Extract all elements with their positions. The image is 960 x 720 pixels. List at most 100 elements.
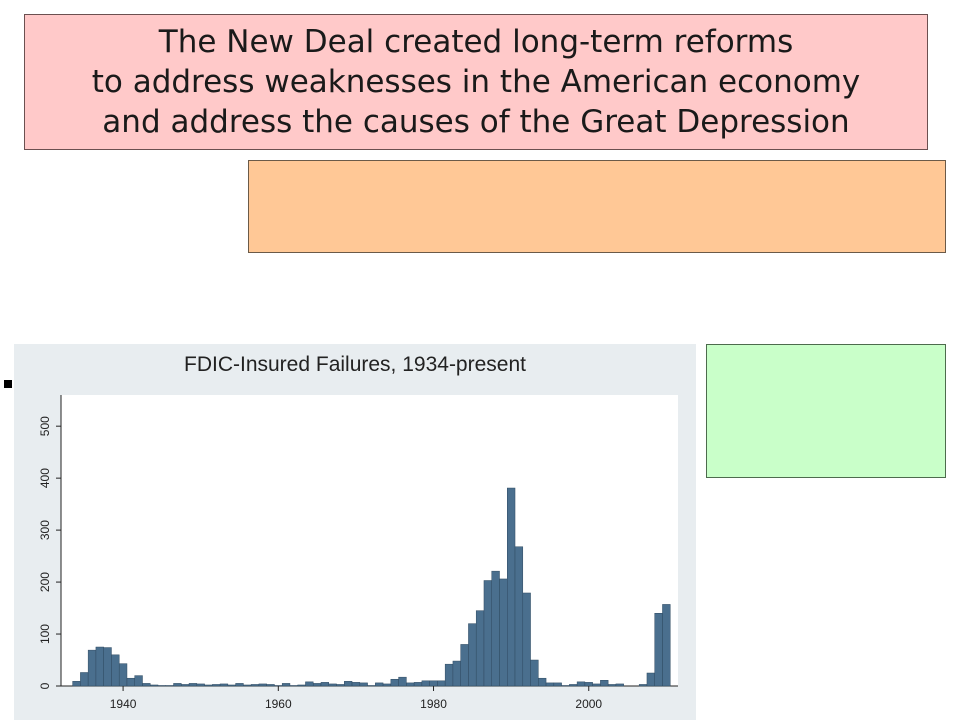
bar-1973 [375,682,384,687]
bar-1970 [351,682,361,687]
bar-1991 [514,546,524,687]
bar-1953 [219,683,229,687]
bar-1945 [157,685,167,687]
bar-1939 [111,654,120,687]
bar-1959 [266,684,275,687]
bar-1983 [452,660,461,687]
x-tick-label-2000: 2000 [575,697,602,711]
bar-1943 [142,683,151,687]
bar-1954 [227,684,236,687]
x-ticks-group: 1940 1960 1980 2000 [110,686,602,711]
slide-title-box: The New Deal created long-term reforms t… [24,14,928,150]
bar-2008 [646,672,655,687]
bar-1944 [150,684,159,687]
bar-2007 [638,684,648,687]
y-tick-label-200: 200 [38,572,52,592]
slide-title-line-2: to address weaknesses in the American ec… [91,64,861,100]
bar-1987 [483,580,492,687]
bar-1967 [328,683,337,687]
bar-1996 [553,682,562,687]
slide-title-line-1: The New Deal created long-term reforms [158,24,794,60]
bar-1977 [406,682,415,687]
bar-1988 [491,570,500,687]
bar-1998 [569,684,578,687]
bar-1974 [382,683,392,687]
chart-svg: FDIC-Insured Failures, 1934-present 0 100… [38,353,678,711]
bar-1952 [212,684,221,687]
bar-1986 [475,610,485,687]
bar-1995 [545,682,555,687]
bar-1956 [243,684,252,687]
x-tick-label-1960: 1960 [265,697,292,711]
bar-1961 [281,683,291,687]
bar-1969 [344,681,353,687]
fdic-chart: FDIC-Insured Failures, 1934-present 0 100… [14,344,696,720]
bar-1992 [522,592,531,687]
bar-1971 [359,682,368,687]
y-ticks-group: 0 100 200 300 400 500 [38,416,61,689]
bar-1980 [429,680,438,687]
bar-1950 [196,683,205,687]
bar-1982 [444,663,454,687]
x-tick-label-1980: 1980 [420,697,447,711]
plot-area [61,395,678,686]
bar-1934 [72,681,81,687]
y-tick-label-500: 500 [38,416,52,436]
bar-2010 [662,604,671,687]
bar-1968 [336,684,345,687]
bar-1975 [390,678,399,687]
bar-1963 [297,684,306,687]
y-tick-label-400: 400 [38,468,52,488]
bar-1937 [95,646,104,687]
slide-title-line-3: and address the causes of the Great Depr… [102,104,850,140]
bar-1978 [413,682,423,687]
bar-1960 [274,685,283,687]
bar-1938 [103,647,112,687]
bar-1962 [289,685,298,687]
bar-1979 [421,680,430,687]
chart-title: FDIC-Insured Failures, 1934-present [184,353,526,376]
bar-1949 [188,683,198,687]
bar-2002 [600,680,609,687]
bar-1981 [437,680,446,687]
bar-2009 [654,613,663,687]
bar-1966 [320,682,329,687]
bar-1985 [468,623,477,687]
bar-1997 [561,685,570,687]
bar-2000 [584,682,593,687]
y-tick-label-0: 0 [38,682,52,689]
bar-1994 [538,677,547,687]
bar-1976 [398,676,407,687]
y-tick-label-300: 300 [38,520,52,540]
clipped-bullet-text [2,412,14,632]
bar-1964 [305,681,314,687]
green-text-box [706,344,946,478]
bar-1946 [165,685,174,687]
bar-1955 [235,683,244,687]
bar-1936 [87,649,97,687]
x-tick-label-1940: 1940 [110,697,137,711]
bar-1940 [118,663,128,687]
bar-1942 [134,675,143,687]
bar-1984 [460,644,469,687]
bar-1990 [507,487,516,687]
bar-2003 [607,684,617,687]
bar-1972 [367,685,376,687]
bar-1958 [258,683,267,687]
bullet-icon [4,380,12,388]
bars-group [72,487,671,687]
bar-1947 [173,683,182,687]
bar-1948 [181,684,190,687]
y-tick-label-100: 100 [38,624,52,644]
bar-1965 [312,683,322,687]
bar-1999 [576,681,586,687]
bar-1941 [126,677,135,687]
bar-1993 [530,659,539,687]
bar-2004 [615,683,624,687]
orange-text-box [248,160,946,253]
bar-1957 [250,684,260,687]
bar-2001 [592,683,601,687]
bar-1951 [204,684,213,687]
bar-1989 [499,578,508,687]
bar-1935 [80,672,89,687]
